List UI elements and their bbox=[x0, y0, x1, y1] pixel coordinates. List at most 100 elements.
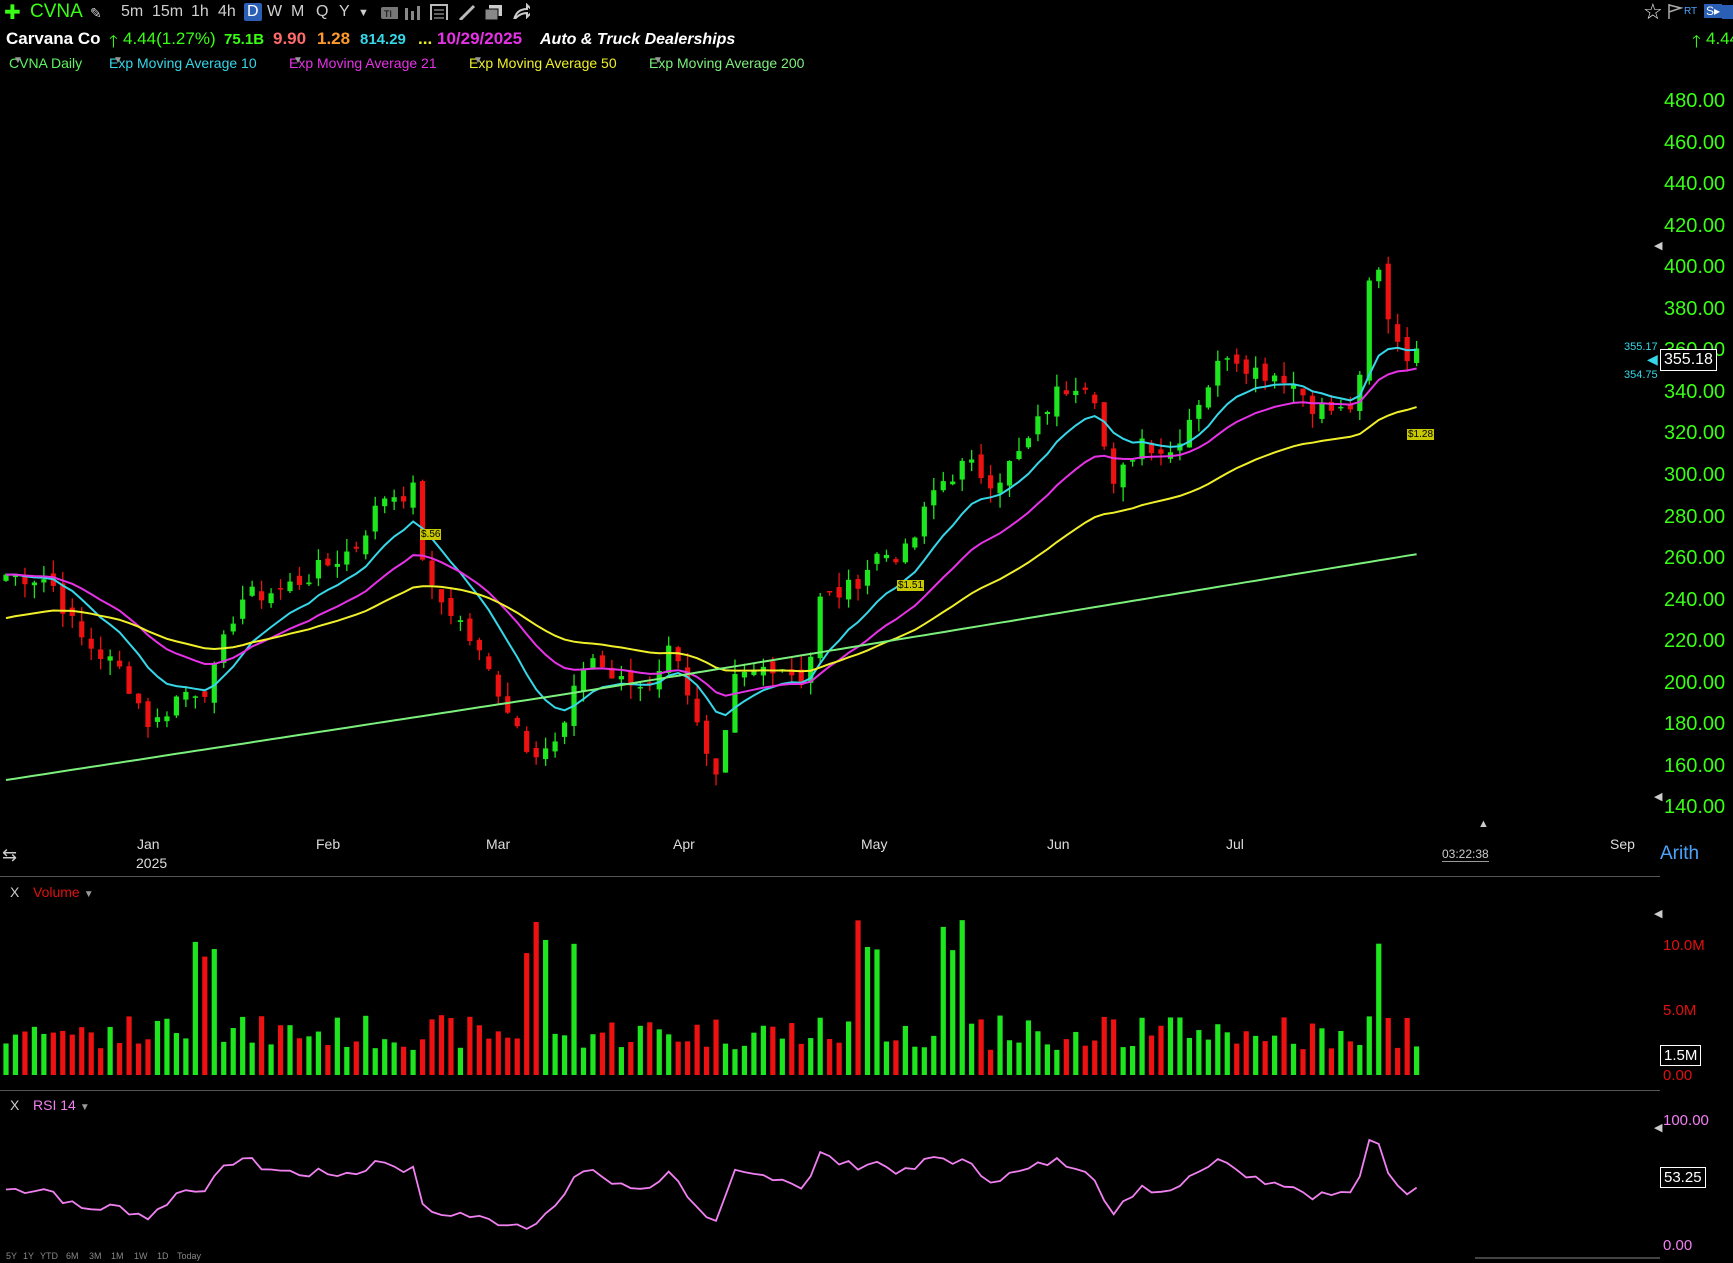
candle-body bbox=[514, 717, 520, 727]
layers-icon[interactable] bbox=[484, 4, 502, 20]
candle-body bbox=[1120, 464, 1126, 488]
interval-dropdown-icon[interactable]: ▼ bbox=[358, 7, 369, 19]
interval-weekly[interactable]: W bbox=[267, 3, 283, 20]
range-button[interactable]: Today bbox=[177, 1251, 202, 1261]
candle-body bbox=[1357, 374, 1363, 411]
volume-bar bbox=[1158, 1025, 1164, 1075]
volume-bar bbox=[410, 1049, 416, 1075]
candle-body bbox=[429, 560, 435, 585]
expand-arrow-icon[interactable]: ▲ bbox=[1478, 818, 1489, 830]
candle-body bbox=[1215, 360, 1221, 386]
candle-body bbox=[921, 506, 927, 537]
range-button[interactable]: YTD bbox=[40, 1251, 58, 1261]
ema10-line bbox=[5, 346, 1417, 717]
header-ellipsis[interactable]: ... bbox=[418, 29, 433, 48]
candle-body bbox=[419, 481, 426, 560]
range-button[interactable]: 1Y bbox=[23, 1251, 35, 1261]
range-button[interactable]: 6M bbox=[66, 1251, 79, 1261]
month-tick-label: Apr bbox=[673, 836, 695, 852]
ema21-line bbox=[6, 367, 1417, 697]
volume-bar bbox=[1092, 1040, 1098, 1075]
industry-label[interactable]: Auto & Truck Dealerships bbox=[540, 31, 736, 48]
calculator-icon[interactable] bbox=[430, 4, 448, 20]
interval-4h[interactable]: 4h bbox=[218, 3, 236, 20]
rsi-close-icon[interactable]: X bbox=[10, 1097, 20, 1113]
volume-bar bbox=[259, 1016, 265, 1075]
candle-body bbox=[1054, 386, 1060, 417]
candle-body bbox=[524, 731, 530, 752]
draw-tool-icon[interactable] bbox=[458, 4, 476, 20]
eps-annotation-2[interactable]: $1.51 bbox=[897, 580, 925, 591]
volume-bar bbox=[1167, 1017, 1174, 1075]
share-icon[interactable] bbox=[512, 3, 530, 19]
volume-bar bbox=[883, 1041, 890, 1075]
volume-close-icon[interactable]: X bbox=[10, 884, 20, 900]
range-button[interactable]: 1M bbox=[111, 1251, 124, 1261]
volume-bar bbox=[599, 1032, 606, 1075]
candle-body bbox=[249, 586, 255, 596]
scale-mode-button[interactable]: Arith bbox=[1660, 843, 1700, 864]
candle-body bbox=[694, 698, 700, 723]
candle-body bbox=[467, 618, 473, 642]
flag-icon[interactable] bbox=[1667, 3, 1685, 19]
eps-annotation-3[interactable]: $1.28 bbox=[1407, 429, 1435, 440]
volume-bar bbox=[940, 926, 946, 1075]
candle-body bbox=[1253, 367, 1259, 379]
interval-yearly[interactable]: Y bbox=[339, 3, 350, 20]
eps-annotation-1[interactable]: $.56 bbox=[420, 529, 442, 540]
month-tick-label: Sep bbox=[1610, 836, 1635, 852]
price-tick-label: 200.00 bbox=[1664, 671, 1726, 694]
candle-body bbox=[789, 669, 795, 676]
volume-bar bbox=[505, 1037, 511, 1075]
company-name: Carvana Co bbox=[6, 29, 101, 48]
interval-15m[interactable]: 15m bbox=[152, 3, 184, 20]
volume-bar bbox=[211, 949, 217, 1075]
volume-bar bbox=[1366, 1016, 1372, 1075]
candle-body bbox=[306, 582, 312, 585]
volume-bar bbox=[1281, 1017, 1287, 1075]
rsi-label[interactable]: RSI 14 ▼ bbox=[33, 1097, 90, 1113]
interval-1h[interactable]: 1h bbox=[191, 3, 209, 20]
volume-bar bbox=[1385, 1017, 1391, 1075]
volume-axis-5m: 5.0M bbox=[1663, 1002, 1697, 1019]
chart-type-icon[interactable]: TI bbox=[380, 5, 398, 21]
range-button[interactable]: 1D bbox=[157, 1251, 169, 1261]
candle-body bbox=[344, 551, 350, 565]
settings-badge-icon[interactable]: S▸ bbox=[1704, 4, 1723, 18]
symbol-input[interactable]: CVNA bbox=[30, 1, 83, 22]
volume-bar bbox=[230, 1028, 236, 1075]
interval-monthly[interactable]: M bbox=[291, 3, 305, 20]
favorite-star-icon[interactable]: ☆ bbox=[1643, 0, 1663, 24]
volume-bar bbox=[1395, 1047, 1401, 1075]
candle-body bbox=[703, 720, 710, 754]
scroll-down-arrow-icon[interactable]: ◀ bbox=[1654, 791, 1663, 803]
interval-5m[interactable]: 5m bbox=[121, 3, 144, 20]
rsi-scroll-icon[interactable]: ◀ bbox=[1654, 1122, 1663, 1134]
candle-body bbox=[1196, 404, 1202, 419]
interval-quarterly[interactable]: Q bbox=[316, 3, 329, 20]
range-button[interactable]: 1W bbox=[134, 1251, 148, 1261]
reset-scroll-icon[interactable]: ⇆ bbox=[2, 845, 18, 865]
volume-bar bbox=[1338, 1030, 1344, 1075]
pane-divider[interactable] bbox=[0, 1090, 1660, 1091]
bars-icon[interactable] bbox=[404, 5, 422, 21]
interval-daily[interactable]: D bbox=[244, 3, 262, 21]
range-button[interactable]: 3M bbox=[89, 1251, 102, 1261]
volume-scroll-icon[interactable]: ◀ bbox=[1654, 908, 1663, 920]
pane-divider[interactable] bbox=[0, 876, 1660, 877]
volume-label[interactable]: Volume ▼ bbox=[33, 884, 94, 900]
add-symbol-icon[interactable]: ✚ bbox=[4, 2, 21, 24]
candle-body bbox=[1338, 406, 1344, 409]
pencil-icon[interactable]: ✎ bbox=[90, 5, 102, 21]
candle-body bbox=[1272, 375, 1278, 382]
candle-body bbox=[656, 671, 662, 690]
volume-axis-0: 0.00 bbox=[1663, 1067, 1693, 1084]
volume-bar bbox=[1224, 1032, 1230, 1075]
scroll-up-arrow-icon[interactable]: ◀ bbox=[1654, 240, 1663, 252]
candle-body bbox=[1111, 448, 1117, 484]
volume-bar bbox=[173, 1033, 180, 1075]
range-button[interactable]: 5Y bbox=[6, 1251, 18, 1261]
panel-icon[interactable] bbox=[1722, 4, 1733, 20]
candle-body bbox=[410, 482, 416, 508]
